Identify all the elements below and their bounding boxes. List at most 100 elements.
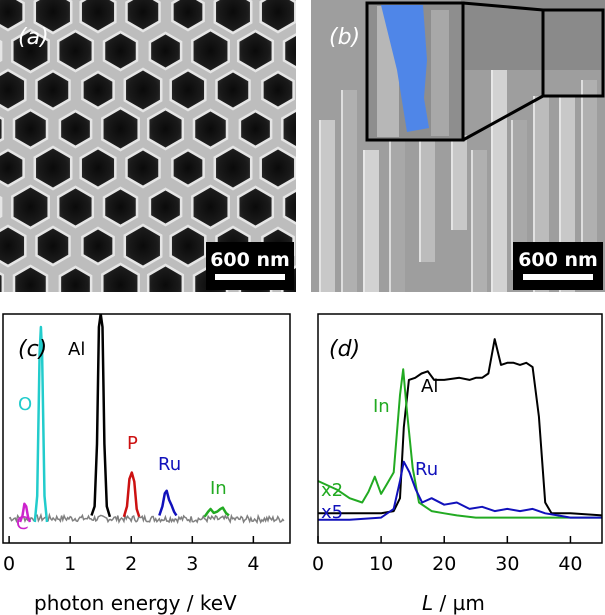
x-tick-label: 1: [64, 553, 76, 575]
scalebar-text-a: 600 nm: [210, 249, 290, 271]
pore: [148, 187, 183, 227]
pore: [0, 224, 27, 268]
tube: [581, 80, 597, 270]
pore: [35, 69, 71, 111]
pore: [79, 146, 117, 190]
pore: [191, 28, 230, 74]
x-axis-symbol: L: [422, 591, 434, 615]
pore: [102, 186, 139, 228]
pore: [281, 109, 296, 149]
pore: [0, 0, 25, 32]
scalebar-b: [523, 274, 593, 280]
series-line-in: [317, 368, 602, 519]
tube: [389, 138, 405, 292]
pore: [79, 0, 117, 34]
x-tick-label: 40: [558, 553, 582, 575]
x-tick-label: 30: [495, 553, 519, 575]
pore: [282, 189, 296, 225]
pore: [12, 264, 49, 292]
x-tick-label: 20: [432, 553, 456, 575]
pore: [213, 0, 253, 35]
tube: [491, 70, 507, 292]
pore: [58, 265, 93, 292]
element-label-ru: Ru: [158, 454, 181, 475]
pore: [192, 108, 229, 150]
tube: [419, 140, 435, 262]
zoom-region-box: [541, 8, 605, 98]
scalebar-a: [215, 274, 285, 280]
cross-section-micrograph: (b) 600 nm: [311, 0, 605, 292]
pore: [56, 29, 95, 73]
pore: [33, 0, 73, 35]
panel-label-b: (b): [329, 25, 360, 50]
series-line-al: [90, 314, 112, 518]
pore: [123, 67, 163, 113]
pore: [102, 30, 139, 72]
micrograph-panel-b: (b) 600 nm: [311, 0, 605, 292]
pore: [191, 184, 230, 230]
micrograph-panel-a: (a) 600 nm: [0, 0, 296, 292]
pore: [12, 108, 49, 150]
spectrum-series: [8, 314, 285, 525]
pore: [11, 184, 50, 230]
plot-frame-d: [317, 313, 603, 544]
pore: [81, 70, 115, 110]
pore: [56, 185, 95, 229]
series-label-x5: x5: [321, 502, 343, 523]
pore: [125, 0, 161, 33]
pore: [11, 28, 50, 74]
element-label-in: In: [210, 478, 227, 499]
pore: [215, 69, 251, 111]
series-label-al: Al: [421, 376, 438, 397]
pore: [261, 70, 295, 110]
series-line-ru: [158, 489, 178, 517]
x-tick-label: 0: [312, 553, 324, 575]
pore: [0, 68, 27, 112]
pore: [148, 31, 183, 71]
inset-border: [365, 1, 465, 142]
x-axis-label-c: photon energy / keV: [34, 591, 237, 615]
zoom-line-bottom: [462, 94, 544, 142]
pore: [0, 39, 3, 63]
tube: [319, 120, 335, 292]
series-line-ru: [318, 460, 602, 521]
series-line-c: [18, 502, 32, 523]
tube: [471, 150, 487, 292]
pore: [33, 145, 73, 191]
pore: [282, 33, 296, 69]
pore: [35, 225, 71, 267]
pore: [125, 147, 161, 189]
honeycomb-micrograph: (a) 600 nm: [0, 0, 296, 292]
pore: [259, 0, 296, 34]
pore: [169, 224, 207, 268]
x-tick-label: 0: [3, 553, 15, 575]
pore: [123, 223, 163, 269]
line-scan-panel: 0 10 20 30 40 (d) Al In Ru x2 x5: [311, 300, 605, 580]
x-tick-label: 4: [247, 553, 259, 575]
pore: [0, 195, 3, 219]
pore: [171, 148, 205, 188]
x-axis-label-d: L / µm: [422, 591, 485, 615]
element-label-o: O: [18, 394, 32, 415]
panel-label-c: (c): [18, 337, 47, 362]
background-noise-line: [8, 512, 285, 525]
tube-top-region: [461, 0, 605, 70]
pore: [0, 148, 25, 188]
pore: [146, 263, 185, 292]
pore: [0, 271, 5, 292]
pore: [238, 109, 273, 149]
pore: [236, 185, 275, 229]
pore: [101, 262, 140, 292]
series-line-o: [33, 325, 49, 523]
edx-spectrum-panel: 0 1 2 3 4 (c) O C Al P Ru In: [0, 300, 305, 580]
x-axis-ticks-d: 0 10 20 30 40: [312, 536, 583, 575]
x-axis-label-c-text: photon energy / keV: [34, 591, 237, 615]
pore: [0, 115, 5, 143]
pore: [58, 109, 93, 149]
pore: [169, 68, 207, 112]
scalebar-text-b: 600 nm: [518, 249, 598, 271]
pore: [236, 29, 275, 73]
tube: [451, 135, 467, 230]
